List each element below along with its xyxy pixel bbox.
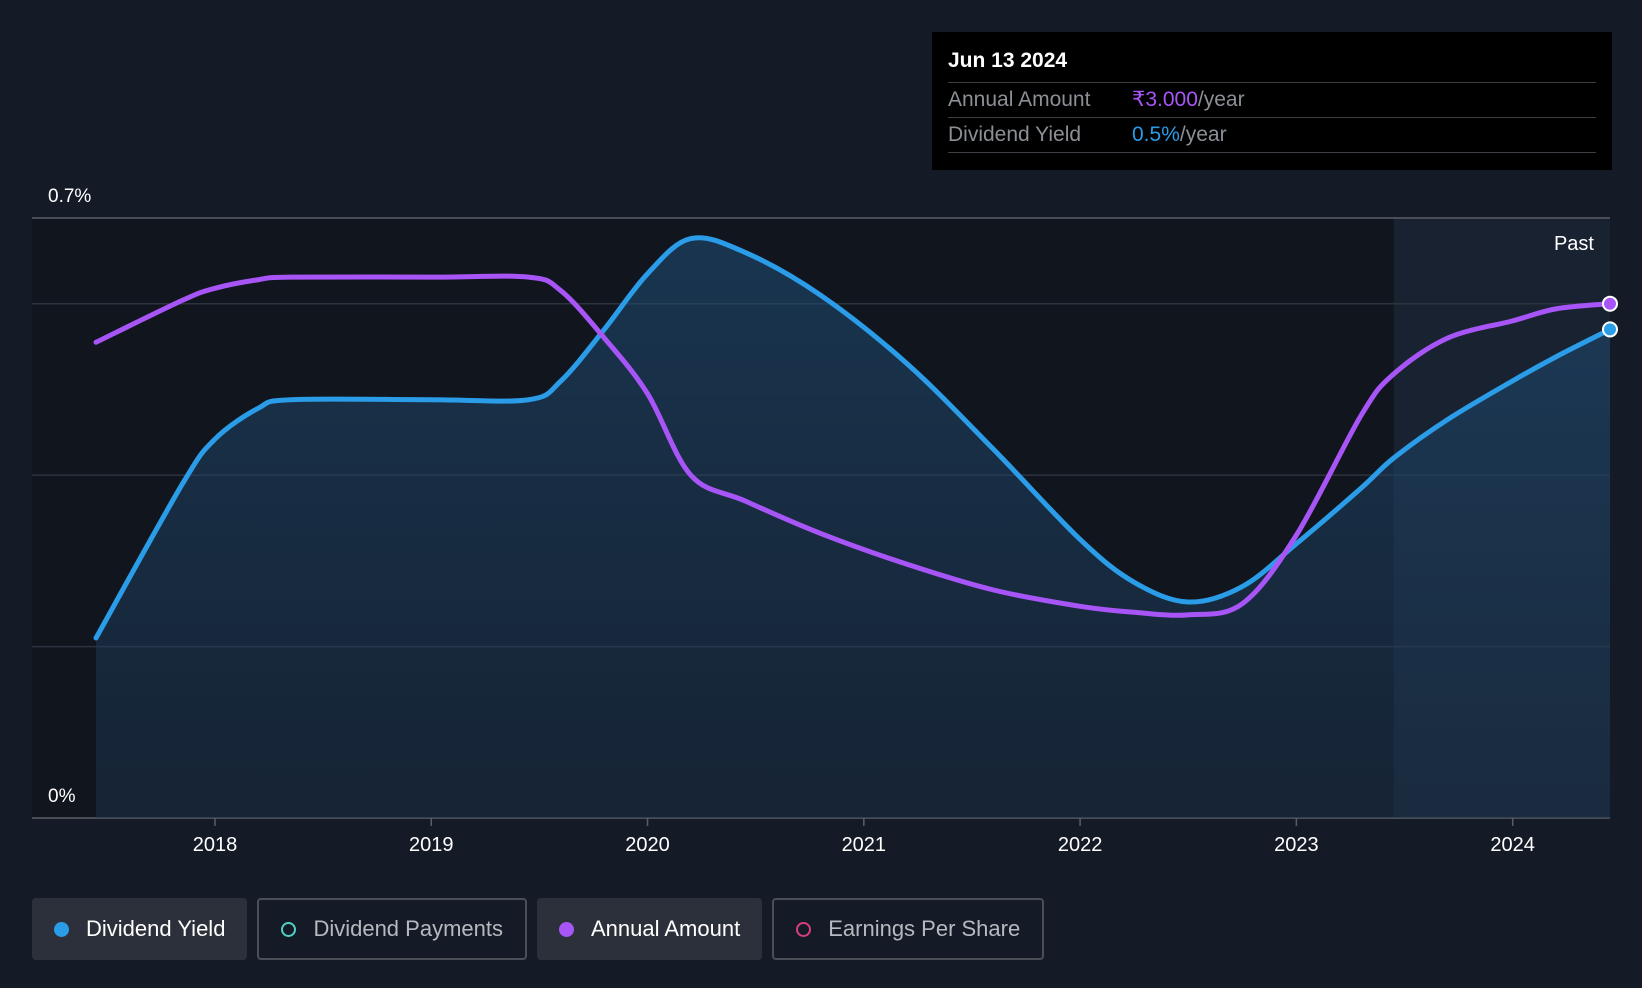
tooltip-date: Jun 13 2024	[948, 46, 1596, 83]
legend-earnings-per-share[interactable]: Earnings Per Share	[772, 898, 1045, 960]
filled-dot-icon	[54, 921, 69, 937]
legend: Dividend Yield Dividend Payments Annual …	[32, 898, 1045, 960]
legend-dividend-yield[interactable]: Dividend Yield	[32, 898, 248, 960]
tooltip-label: Annual Amount	[948, 88, 1091, 111]
annual-amount-end-marker	[1602, 295, 1618, 312]
x-tick-label: 2020	[625, 834, 670, 856]
legend-label: Earnings Per Share	[828, 916, 1021, 941]
tooltip-row-dividend-yield: Dividend Yield 0.5%/year	[948, 118, 1596, 153]
x-tick-label: 2021	[842, 834, 887, 856]
x-tick-label: 2023	[1274, 834, 1319, 856]
x-axis: 2018 2019 2020 2021 2022 2023 2024	[193, 818, 1535, 856]
tooltip-unit: /year	[1197, 88, 1245, 111]
past-label: Past	[1554, 233, 1594, 255]
legend-label: Dividend Yield	[86, 916, 226, 941]
tooltip-unit: /year	[1179, 123, 1227, 146]
annual-amount-line	[93, 273, 1613, 618]
filled-dot-icon	[558, 921, 574, 937]
x-tick-label: 2019	[409, 834, 454, 856]
x-tick-label: 2024	[1490, 834, 1535, 856]
y-tick-bottom: 0%	[48, 786, 76, 807]
x-tick-label: 2018	[193, 834, 238, 856]
dividend-yield-end-marker	[1602, 321, 1618, 338]
tooltip: Jun 13 2024 Annual Amount ₹3.000/year Di…	[932, 32, 1612, 170]
y-tick-top: 0.7%	[48, 186, 91, 207]
legend-label: Dividend Payments	[313, 916, 503, 941]
dividend-yield-line	[93, 235, 1613, 641]
legend-annual-amount[interactable]: Annual Amount	[536, 898, 763, 960]
x-tick-label: 2022	[1058, 834, 1103, 856]
hollow-dot-icon	[796, 921, 812, 937]
tooltip-label: Dividend Yield	[948, 123, 1082, 146]
tooltip-value: 0.5%	[1132, 123, 1180, 146]
hollow-dot-icon	[281, 921, 297, 937]
legend-dividend-payments[interactable]: Dividend Payments	[257, 898, 527, 960]
dividend-yield-area	[96, 237, 1610, 818]
tooltip-value: ₹3.000	[1132, 88, 1198, 111]
legend-label: Annual Amount	[590, 916, 741, 941]
tooltip-row-annual-amount: Annual Amount ₹3.000/year	[948, 83, 1596, 118]
